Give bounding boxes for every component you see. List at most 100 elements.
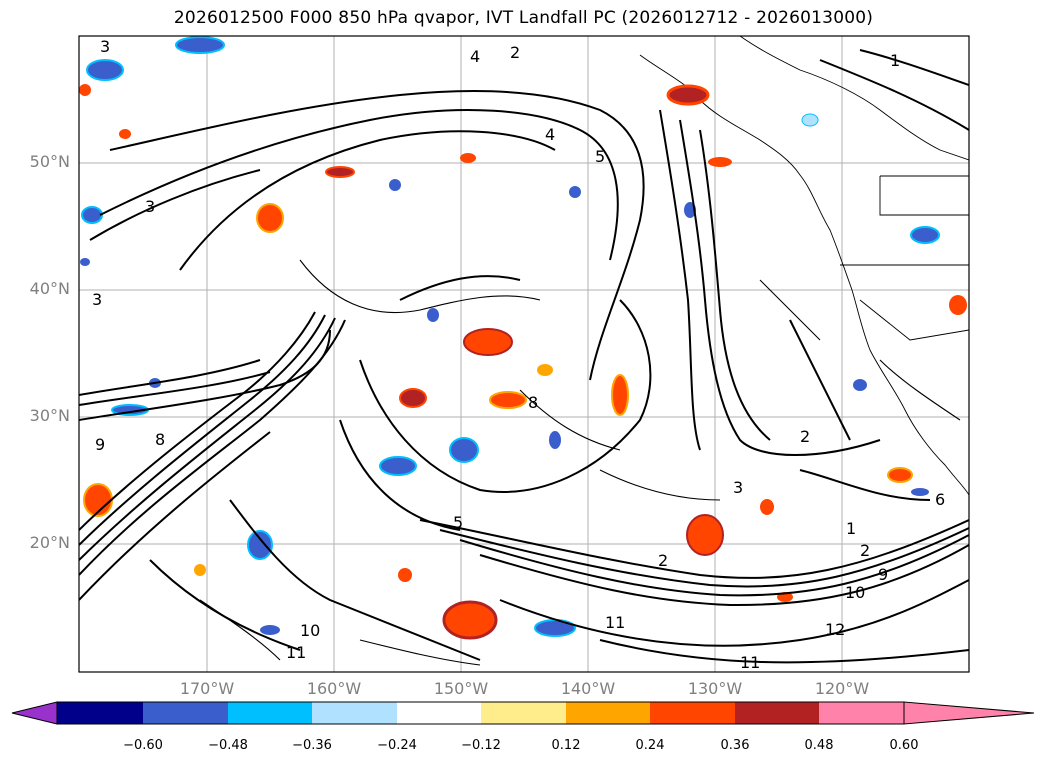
patch-positive [666, 84, 710, 106]
patch-negative [801, 113, 819, 127]
lon-label: 130°W [687, 679, 743, 698]
colorbar-segment [650, 702, 735, 724]
patch-positive [194, 564, 206, 576]
patch-positive [760, 499, 774, 515]
contour-label: 10 [845, 583, 865, 602]
contour-label: 11 [740, 653, 760, 672]
contour-label: 2 [510, 43, 520, 62]
patch-negative [853, 379, 867, 391]
north-america-coast [639, 54, 969, 496]
contour-label: 8 [528, 393, 538, 412]
patch-negative [260, 625, 280, 635]
lon-label: 160°W [306, 679, 362, 698]
colorbar-segment [312, 702, 397, 724]
alaska-coast [739, 36, 969, 161]
patch-positive [460, 153, 476, 163]
patch-positive [119, 129, 131, 139]
colorbar [11, 701, 1035, 725]
colorbar-tick-label: 0.48 [804, 738, 834, 753]
lon-label: 150°W [433, 679, 489, 698]
contour-label: 2 [800, 427, 810, 446]
colorbar-tick-label: 0.36 [720, 738, 750, 753]
contour-label: 3 [92, 290, 102, 309]
qvapor-shading [79, 36, 967, 640]
colorbar-segment [566, 702, 650, 724]
patch-positive [949, 295, 967, 315]
patch-positive [686, 514, 724, 556]
contour-label: 11 [286, 643, 306, 662]
colorbar-segment [57, 702, 143, 724]
patch-positive [79, 84, 91, 96]
contour-label: 9 [878, 565, 888, 584]
colorbar-tick-label: −0.60 [123, 738, 163, 753]
patch-negative [549, 431, 561, 449]
contour-labels: 3 2 4 1 4 5 3 2 3 9 8 11 10 12 11 2 10 6… [92, 37, 945, 672]
colorbar-tick-label: 0.24 [635, 738, 665, 753]
patch-positive [537, 364, 553, 376]
patch-positive [325, 166, 355, 178]
patch-negative [911, 488, 929, 496]
patch-negative [534, 619, 576, 637]
patch-positive [398, 568, 412, 582]
patch-positive [399, 388, 427, 408]
patch-negative [81, 206, 103, 224]
contour-label: 5 [595, 147, 605, 166]
contour-label: 2 [658, 551, 668, 570]
contour-label: 2 [860, 541, 870, 560]
lat-label: 30°N [29, 406, 70, 425]
colorbar-segment [819, 702, 904, 724]
colorbar-border [56, 701, 905, 725]
colorbar-segment [397, 702, 481, 724]
ivt-contours [79, 49, 969, 664]
colorbar-tick-label: −0.36 [292, 738, 332, 753]
patch-positive [708, 157, 732, 167]
colorbar-extend-high [903, 701, 1035, 725]
lat-label: 40°N [29, 279, 70, 298]
lon-label: 140°W [560, 679, 616, 698]
patch-negative [80, 258, 90, 266]
patch-negative [910, 226, 940, 244]
contour-label: 8 [155, 430, 165, 449]
patch-negative [175, 36, 225, 54]
colorbar-segment [735, 702, 819, 724]
patch-positive [463, 328, 513, 356]
map-frame [78, 35, 970, 673]
contour-label: 1 [890, 51, 900, 70]
patch-positive [256, 203, 284, 233]
patch-positive [489, 391, 527, 409]
colorbar-tick-label: −0.24 [377, 738, 417, 753]
fine-contours [199, 259, 961, 666]
lon-label: 120°W [814, 679, 870, 698]
lat-label: 20°N [29, 533, 70, 552]
coastlines [639, 36, 969, 496]
colorbar-segment [228, 702, 312, 724]
contour-label: 5 [453, 513, 463, 532]
contour-label: 3 [100, 37, 110, 56]
patch-positive [887, 467, 913, 483]
contour-label: 4 [545, 125, 555, 144]
contour-label: 9 [95, 435, 105, 454]
state-border-3 [859, 299, 969, 341]
contour-label: 11 [605, 613, 625, 632]
colorbar-tick-label: 0.12 [551, 738, 581, 753]
contour-label: 3 [733, 478, 743, 497]
contour-label: 4 [470, 47, 480, 66]
lat-label: 50°N [29, 152, 70, 171]
patch-negative [86, 59, 124, 81]
colorbar-tick-label: 0.60 [889, 738, 919, 753]
patch-positive [611, 374, 629, 416]
contour-label: 1 [846, 519, 856, 538]
patch-negative [427, 308, 439, 322]
patch-negative [449, 437, 479, 463]
colorbar-tick-label: −0.12 [461, 738, 501, 753]
contour-label: 10 [300, 621, 320, 640]
figure-title: 2026012500 F000 850 hPa qvapor, IVT Land… [173, 8, 874, 28]
patch-positive [442, 600, 498, 640]
map-plot-area [79, 36, 969, 672]
patch-negative [569, 186, 581, 198]
patch-negative [379, 456, 417, 476]
patch-negative [389, 179, 401, 191]
colorbar-extend-low [11, 701, 58, 725]
colorbar-segment [143, 702, 228, 724]
